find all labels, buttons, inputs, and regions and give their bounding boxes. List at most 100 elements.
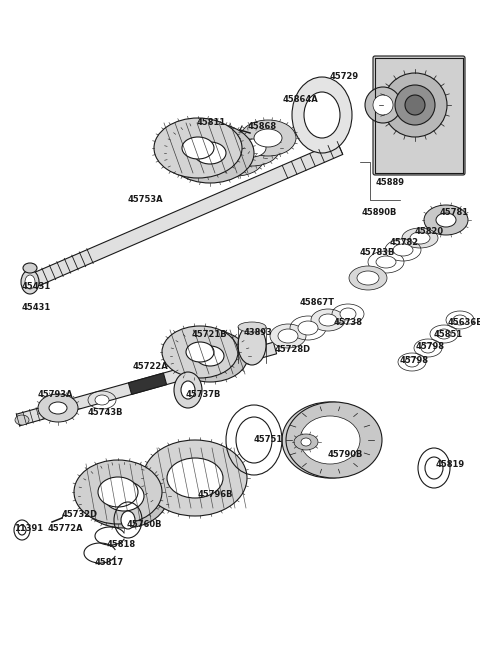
Ellipse shape: [196, 346, 224, 366]
Ellipse shape: [405, 357, 419, 367]
Text: 11391: 11391: [14, 524, 43, 533]
Ellipse shape: [95, 395, 109, 405]
Text: 45737B: 45737B: [186, 390, 221, 399]
Text: 45751: 45751: [254, 435, 283, 444]
Ellipse shape: [208, 140, 264, 176]
Polygon shape: [128, 373, 167, 394]
Ellipse shape: [182, 137, 214, 159]
Ellipse shape: [23, 263, 37, 273]
Text: 45738: 45738: [334, 318, 363, 327]
Ellipse shape: [143, 440, 247, 516]
Ellipse shape: [286, 402, 382, 478]
Text: 45890B: 45890B: [362, 208, 397, 217]
Text: 45889: 45889: [376, 178, 405, 187]
Text: 45722A: 45722A: [133, 362, 169, 371]
Ellipse shape: [395, 85, 435, 125]
Text: 45431: 45431: [22, 303, 51, 312]
Text: 45781: 45781: [440, 208, 469, 217]
Text: 45868: 45868: [248, 122, 277, 131]
Text: 45817: 45817: [95, 558, 124, 567]
Ellipse shape: [186, 342, 214, 362]
Ellipse shape: [349, 266, 387, 290]
Ellipse shape: [224, 130, 280, 166]
FancyBboxPatch shape: [373, 56, 465, 175]
Ellipse shape: [405, 95, 425, 115]
Ellipse shape: [166, 123, 254, 183]
Ellipse shape: [238, 139, 266, 157]
Ellipse shape: [270, 324, 306, 348]
Ellipse shape: [21, 270, 39, 294]
Text: 45818: 45818: [107, 540, 136, 549]
Ellipse shape: [98, 477, 138, 507]
Ellipse shape: [236, 417, 272, 463]
Text: 45753A: 45753A: [128, 195, 164, 204]
Ellipse shape: [292, 77, 352, 153]
Ellipse shape: [49, 402, 67, 414]
Ellipse shape: [437, 329, 451, 339]
Ellipse shape: [238, 322, 266, 332]
Ellipse shape: [357, 271, 379, 285]
Text: 45798: 45798: [400, 356, 429, 365]
Ellipse shape: [194, 142, 226, 164]
Text: 45431: 45431: [22, 282, 51, 291]
Text: 45729: 45729: [330, 72, 359, 81]
Ellipse shape: [298, 321, 318, 335]
Ellipse shape: [181, 381, 195, 399]
Text: 45732D: 45732D: [62, 510, 98, 519]
Text: 45811: 45811: [197, 118, 226, 127]
Text: 45783B: 45783B: [360, 248, 396, 257]
Ellipse shape: [383, 73, 447, 137]
Text: 45851: 45851: [434, 330, 463, 339]
Text: 45790B: 45790B: [328, 450, 363, 459]
Ellipse shape: [421, 343, 435, 353]
Ellipse shape: [222, 149, 250, 167]
Ellipse shape: [453, 315, 467, 325]
Ellipse shape: [238, 325, 266, 365]
Ellipse shape: [18, 525, 26, 535]
Ellipse shape: [365, 87, 401, 123]
Text: 45721B: 45721B: [192, 330, 228, 339]
Ellipse shape: [436, 213, 456, 227]
Ellipse shape: [425, 457, 443, 479]
Ellipse shape: [282, 402, 378, 478]
Text: 45793A: 45793A: [38, 390, 73, 399]
Ellipse shape: [254, 129, 282, 147]
Ellipse shape: [154, 118, 242, 178]
Text: 45636B: 45636B: [448, 318, 480, 327]
Ellipse shape: [340, 308, 356, 320]
Text: 45796B: 45796B: [198, 490, 233, 499]
Ellipse shape: [300, 416, 360, 464]
Ellipse shape: [376, 256, 396, 268]
Ellipse shape: [373, 95, 393, 115]
Text: 45819: 45819: [436, 460, 465, 469]
Text: 43893: 43893: [244, 328, 273, 337]
Ellipse shape: [410, 232, 430, 244]
Text: 45782: 45782: [390, 238, 419, 247]
Text: 45820: 45820: [415, 227, 444, 236]
Text: 45864A: 45864A: [283, 95, 319, 104]
Ellipse shape: [121, 511, 135, 529]
Ellipse shape: [393, 244, 413, 256]
Ellipse shape: [319, 314, 337, 326]
Ellipse shape: [240, 120, 296, 156]
Ellipse shape: [167, 458, 223, 498]
Ellipse shape: [74, 460, 162, 524]
Ellipse shape: [402, 228, 438, 248]
Text: 45798: 45798: [416, 342, 445, 351]
Ellipse shape: [294, 434, 318, 450]
Text: 45760B: 45760B: [127, 520, 163, 529]
Text: 45743B: 45743B: [88, 408, 123, 417]
Ellipse shape: [311, 309, 345, 331]
Ellipse shape: [162, 326, 238, 378]
Ellipse shape: [38, 394, 78, 422]
Polygon shape: [16, 342, 276, 426]
Text: 45728D: 45728D: [275, 345, 311, 354]
Ellipse shape: [301, 438, 311, 446]
Ellipse shape: [278, 329, 298, 343]
Ellipse shape: [15, 415, 29, 425]
Polygon shape: [27, 141, 343, 288]
Ellipse shape: [80, 464, 168, 528]
Ellipse shape: [424, 205, 468, 235]
Ellipse shape: [104, 481, 144, 511]
Ellipse shape: [174, 372, 202, 408]
